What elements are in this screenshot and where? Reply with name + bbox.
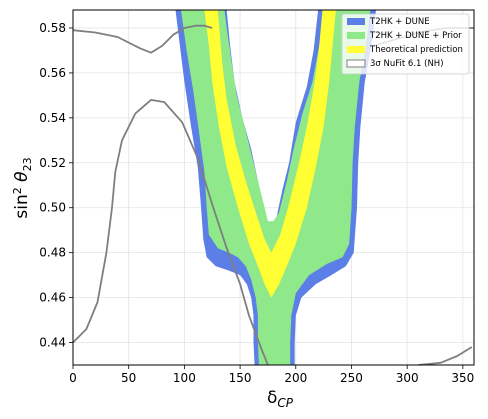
legend-box <box>341 13 470 75</box>
x-tick-label: 350 <box>451 371 474 385</box>
x-tick-label: 250 <box>340 371 363 385</box>
legend-label: T2HK + DUNE <box>369 17 430 27</box>
y-tick-label: 0.44 <box>39 336 66 350</box>
legend-label: T2HK + DUNE + Prior <box>369 31 462 41</box>
y-tick-label: 0.46 <box>39 291 66 305</box>
nufit-contour-line <box>73 24 213 54</box>
x-tick-label: 150 <box>229 371 252 385</box>
legend-swatch <box>347 32 365 39</box>
x-tick-label: 0 <box>69 371 77 385</box>
x-tick-label: 50 <box>121 371 136 385</box>
region-theoretical-prediction <box>204 10 336 298</box>
y-tick-label: 0.56 <box>39 66 66 80</box>
legend: T2HK + DUNE T2HK + DUNE + Prior Theoretica… <box>341 13 470 75</box>
y-axis-ticks: 0.44 0.46 0.48 0.50 0.52 0.54 0.56 0.58 <box>39 21 73 350</box>
x-tick-label: 100 <box>173 371 196 385</box>
legend-swatch <box>347 18 365 25</box>
x-axis-ticks: 0 50 100 150 200 250 300 350 <box>69 365 474 385</box>
y-tick-label: 0.48 <box>39 246 66 260</box>
y-tick-label: 0.52 <box>39 156 66 170</box>
x-axis-label: δCP <box>267 388 294 410</box>
legend-label: 3σ NuFit 6.1 (NH) <box>370 59 444 69</box>
nufit-contour-line <box>73 99 269 365</box>
nufit-contour-line <box>418 346 473 365</box>
x-tick-label: 300 <box>396 371 419 385</box>
legend-swatch <box>347 46 365 53</box>
x-tick-label: 200 <box>284 371 307 385</box>
y-tick-label: 0.54 <box>39 111 66 125</box>
legend-label: Theoretical prediction <box>369 45 463 55</box>
y-tick-label: 0.50 <box>39 201 66 215</box>
y-tick-label: 0.58 <box>39 21 66 35</box>
plot-frame <box>72 9 475 366</box>
y-axis-label: sin2 θ23 <box>11 157 34 218</box>
legend-swatch <box>346 59 366 68</box>
